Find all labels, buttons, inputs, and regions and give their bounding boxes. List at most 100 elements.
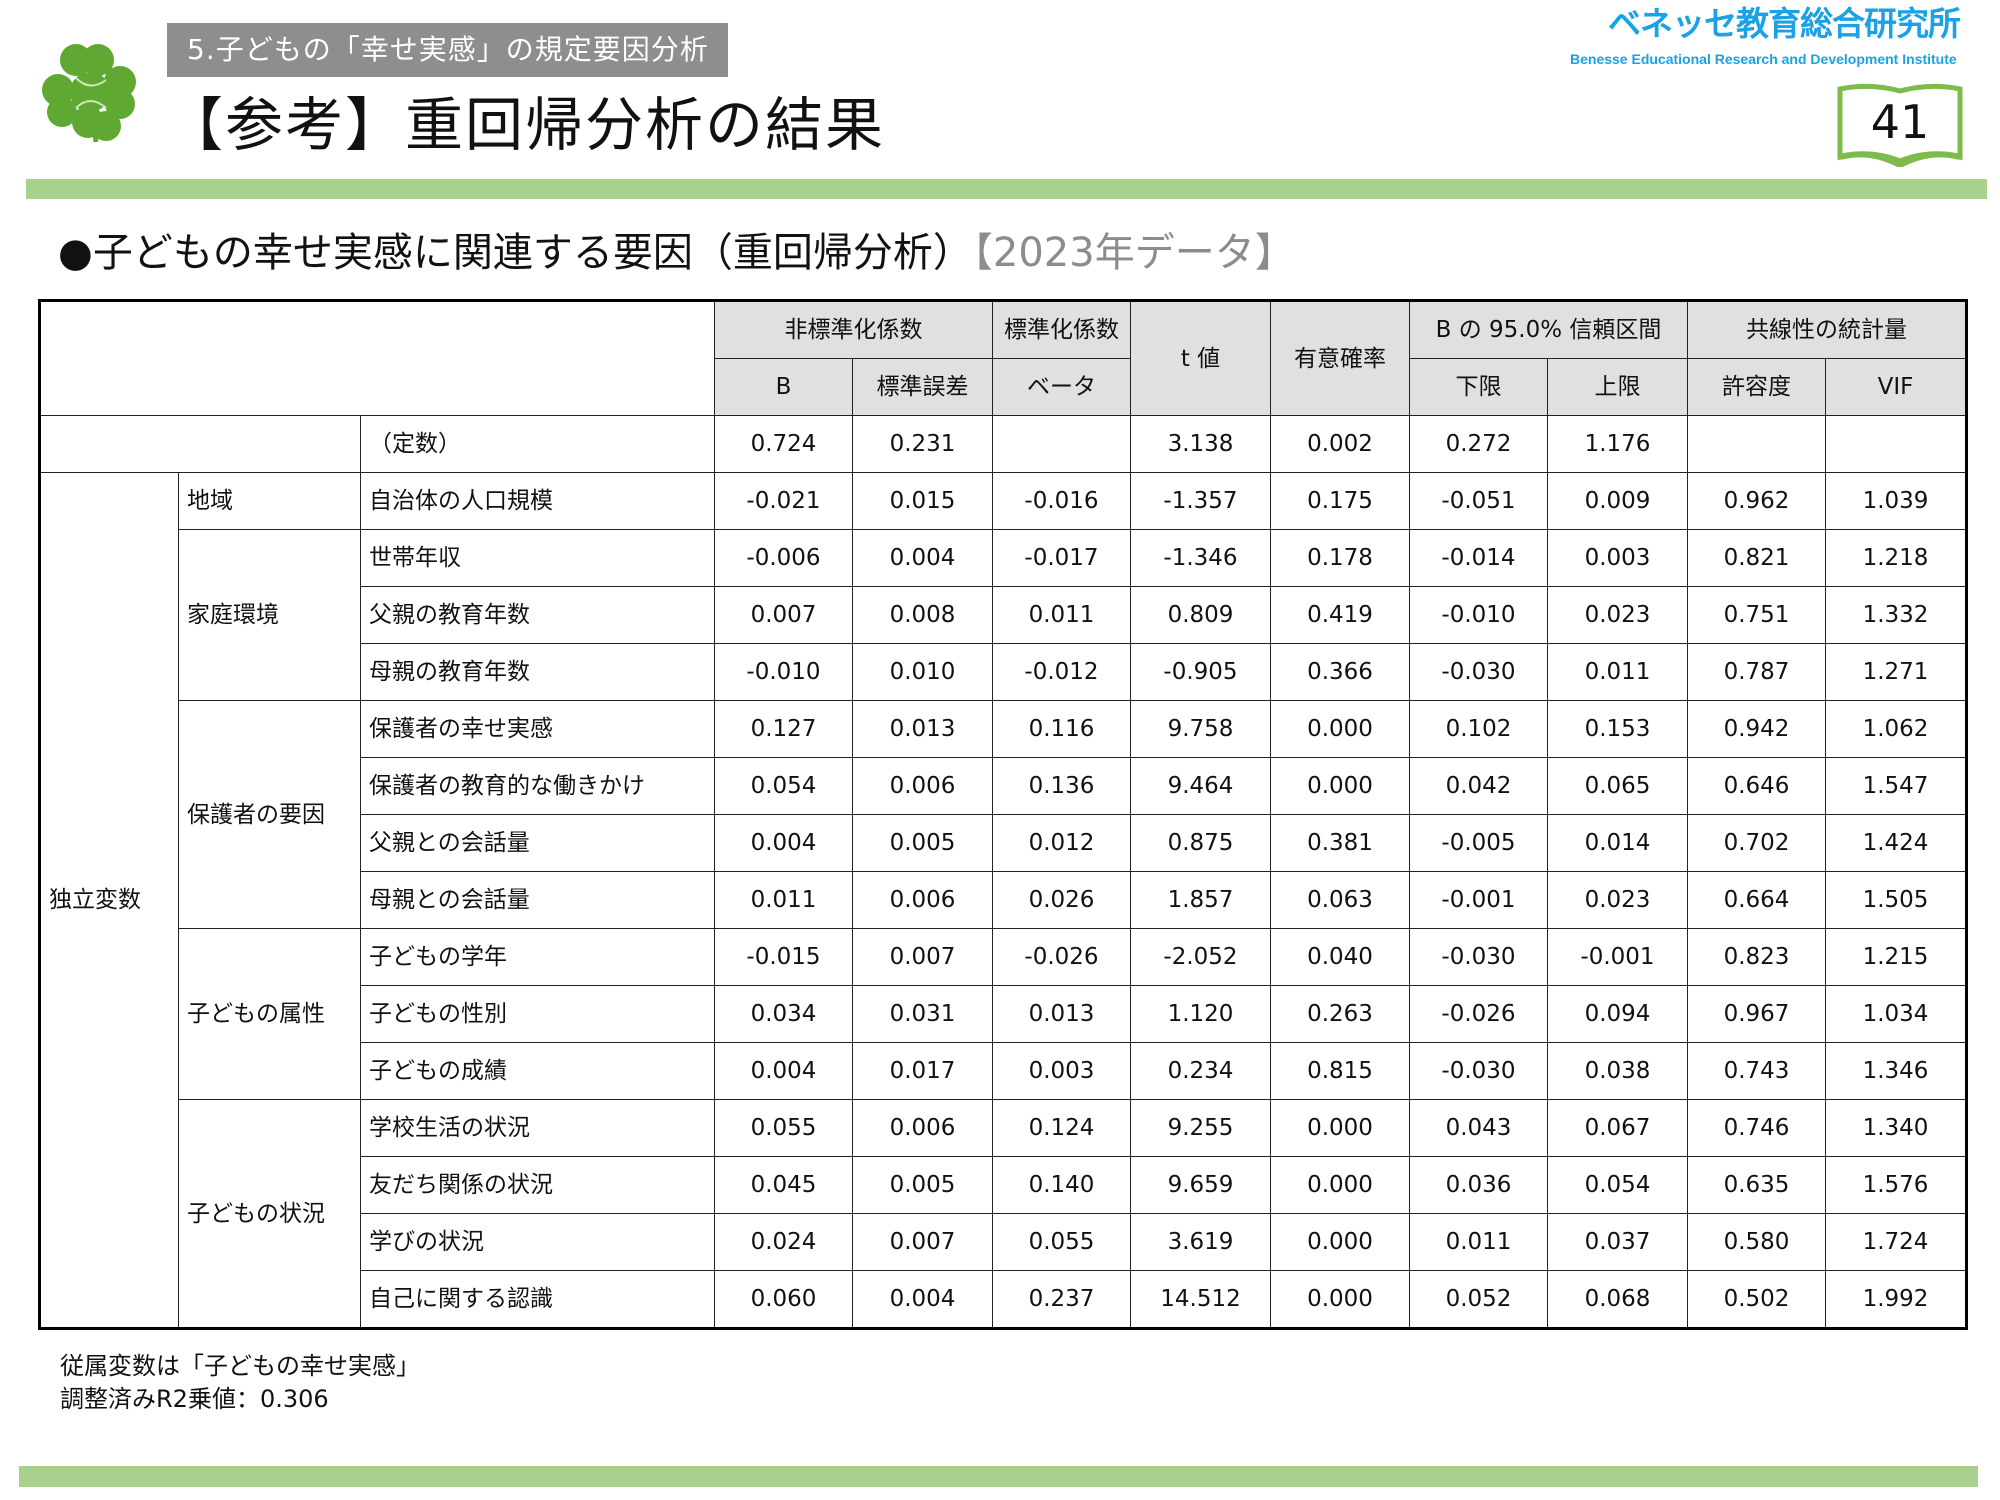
value-cell: 0.094 (1547, 985, 1688, 1043)
value-cell: 0.060 (714, 1270, 853, 1329)
brand-logo-english: Benesse Educational Research and Develop… (1570, 51, 1957, 67)
value-cell: 1.857 (1130, 871, 1271, 929)
header-confidence-interval: B の 95.0% 信頼区間 (1409, 300, 1688, 359)
value-cell: 14.512 (1130, 1270, 1271, 1329)
row-label: 子どもの性別 (360, 985, 715, 1043)
value-cell: 1.724 (1825, 1213, 1967, 1271)
value-cell: 0.809 (1130, 586, 1271, 644)
value-cell: 0.962 (1687, 472, 1826, 530)
value-cell: 0.116 (992, 700, 1131, 758)
table-row: 子どもの状況 学校生活の状況 0.055 0.006 0.124 9.255 0.000 0.… (40, 1099, 1967, 1329)
value-cell: 0.006 (852, 871, 993, 929)
row-label: 保護者の教育的な働きかけ (360, 757, 715, 815)
row-label: 子どもの学年 (360, 928, 715, 986)
value-cell: -0.030 (1409, 928, 1548, 986)
table-row: 母親の教育年数 -0.010 0.010 -0.012 -0.905 0.366 -0.03… (40, 643, 1967, 701)
value-cell: 0.011 (714, 871, 853, 929)
value-cell: 0.743 (1687, 1042, 1826, 1100)
value-cell: 0.004 (852, 529, 993, 587)
value-cell: 0.005 (852, 1156, 993, 1214)
value-cell: 0.178 (1270, 529, 1410, 587)
value-cell: -0.030 (1409, 643, 1548, 701)
row-label: 子どもの成績 (360, 1042, 715, 1100)
value-cell: 0.003 (992, 1042, 1131, 1100)
value-cell: 0.067 (1547, 1099, 1688, 1157)
value-cell: 1.271 (1825, 643, 1967, 701)
value-cell: 0.942 (1687, 700, 1826, 758)
value-cell: 0.013 (852, 700, 993, 758)
value-cell: 0.031 (852, 985, 993, 1043)
value-cell: -2.052 (1130, 928, 1271, 986)
table-row: 父親との会話量 0.004 0.005 0.012 0.875 0.381 -0.005 0.… (40, 814, 1967, 872)
table-row: 家庭環境 世帯年収 -0.006 0.004 -0.017 -1.346 0.178 -0.0… (40, 529, 1967, 701)
value-cell: 0.011 (1409, 1213, 1548, 1271)
value-cell: 0.635 (1687, 1156, 1826, 1214)
regression-table-container: 非標準化係数 標準化係数 t 値 有意確率 B の 95.0% 信頼区間 共線性… (38, 299, 1968, 1330)
value-cell: 0.012 (992, 814, 1131, 872)
value-cell: 0.000 (1270, 1270, 1410, 1329)
table-body: （定数） 0.724 0.231 3.138 0.002 0.272 1.176 独立変数 地域… (39, 415, 1967, 1329)
table-row: 子どもの性別 0.034 0.031 0.013 1.120 0.263 -0.026 0.0… (40, 985, 1967, 1043)
row-label: 母親の教育年数 (360, 643, 715, 701)
value-cell: 0.017 (852, 1042, 993, 1100)
header-divider (26, 179, 1987, 199)
group-label: 子どもの属性 (178, 928, 361, 1100)
value-cell: 0.005 (852, 814, 993, 872)
table-heading-tag: 【2023年データ】 (972, 230, 1295, 276)
value-cell: 0.231 (852, 415, 993, 473)
value-cell: 0.037 (1547, 1213, 1688, 1271)
book-icon (1837, 83, 1963, 167)
value-cell: 0.023 (1547, 586, 1688, 644)
value-cell: 0.054 (714, 757, 853, 815)
value-cell: -0.010 (714, 643, 853, 701)
value-cell: 1.424 (1825, 814, 1967, 872)
blank-cell (39, 415, 361, 473)
value-cell: 0.366 (1270, 643, 1410, 701)
row-label: 父親の教育年数 (360, 586, 715, 644)
value-cell: 0.875 (1130, 814, 1271, 872)
value-cell: 9.464 (1130, 757, 1271, 815)
row-label: 学校生活の状況 (360, 1099, 715, 1157)
header-standardized: 標準化係数 (992, 300, 1131, 359)
header-collinearity: 共線性の統計量 (1687, 300, 1967, 359)
value-cell: 0.052 (1409, 1270, 1548, 1329)
value-cell: 0.006 (852, 757, 993, 815)
value-cell: 0.042 (1409, 757, 1548, 815)
value-cell: 0.003 (1547, 529, 1688, 587)
value-cell: 0.000 (1270, 1213, 1410, 1271)
value-cell: 1.215 (1825, 928, 1967, 986)
value-cell: -0.026 (992, 928, 1131, 986)
value-cell: 0.036 (1409, 1156, 1548, 1214)
value-cell: 0.234 (1130, 1042, 1271, 1100)
value-cell: 9.758 (1130, 700, 1271, 758)
row-label: 父親との会話量 (360, 814, 715, 872)
value-cell: 0.008 (852, 586, 993, 644)
row-label: 自己に関する認識 (360, 1270, 715, 1329)
value-cell: 0.967 (1687, 985, 1826, 1043)
value-cell: 0.014 (1547, 814, 1688, 872)
header-lower: 下限 (1409, 358, 1548, 416)
value-cell: 1.120 (1130, 985, 1271, 1043)
value-cell (1825, 415, 1967, 473)
row-label: 世帯年収 (360, 529, 715, 587)
row-label: 友だち関係の状況 (360, 1156, 715, 1214)
value-cell: -0.030 (1409, 1042, 1548, 1100)
value-cell: 0.823 (1687, 928, 1826, 986)
value-cell: 0.010 (852, 643, 993, 701)
value-cell: 1.992 (1825, 1270, 1967, 1329)
value-cell: 0.024 (714, 1213, 853, 1271)
value-cell: 9.255 (1130, 1099, 1271, 1157)
value-cell: 0.023 (1547, 871, 1688, 929)
value-cell: 0.004 (852, 1270, 993, 1329)
value-cell: 0.004 (714, 814, 853, 872)
value-cell: 0.007 (852, 928, 993, 986)
header-unstandardized: 非標準化係数 (714, 300, 993, 359)
value-cell: 0.580 (1687, 1213, 1826, 1271)
table-row: 友だち関係の状況 0.045 0.005 0.140 9.659 0.000 0.036 0.… (40, 1156, 1967, 1214)
root-label-independent-variables: 独立変数 (39, 472, 179, 1329)
row-label: 保護者の幸せ実感 (360, 700, 715, 758)
value-cell: 0.136 (992, 757, 1131, 815)
footer-divider (19, 1466, 1978, 1487)
value-cell: 1.218 (1825, 529, 1967, 587)
value-cell: 0.821 (1687, 529, 1826, 587)
